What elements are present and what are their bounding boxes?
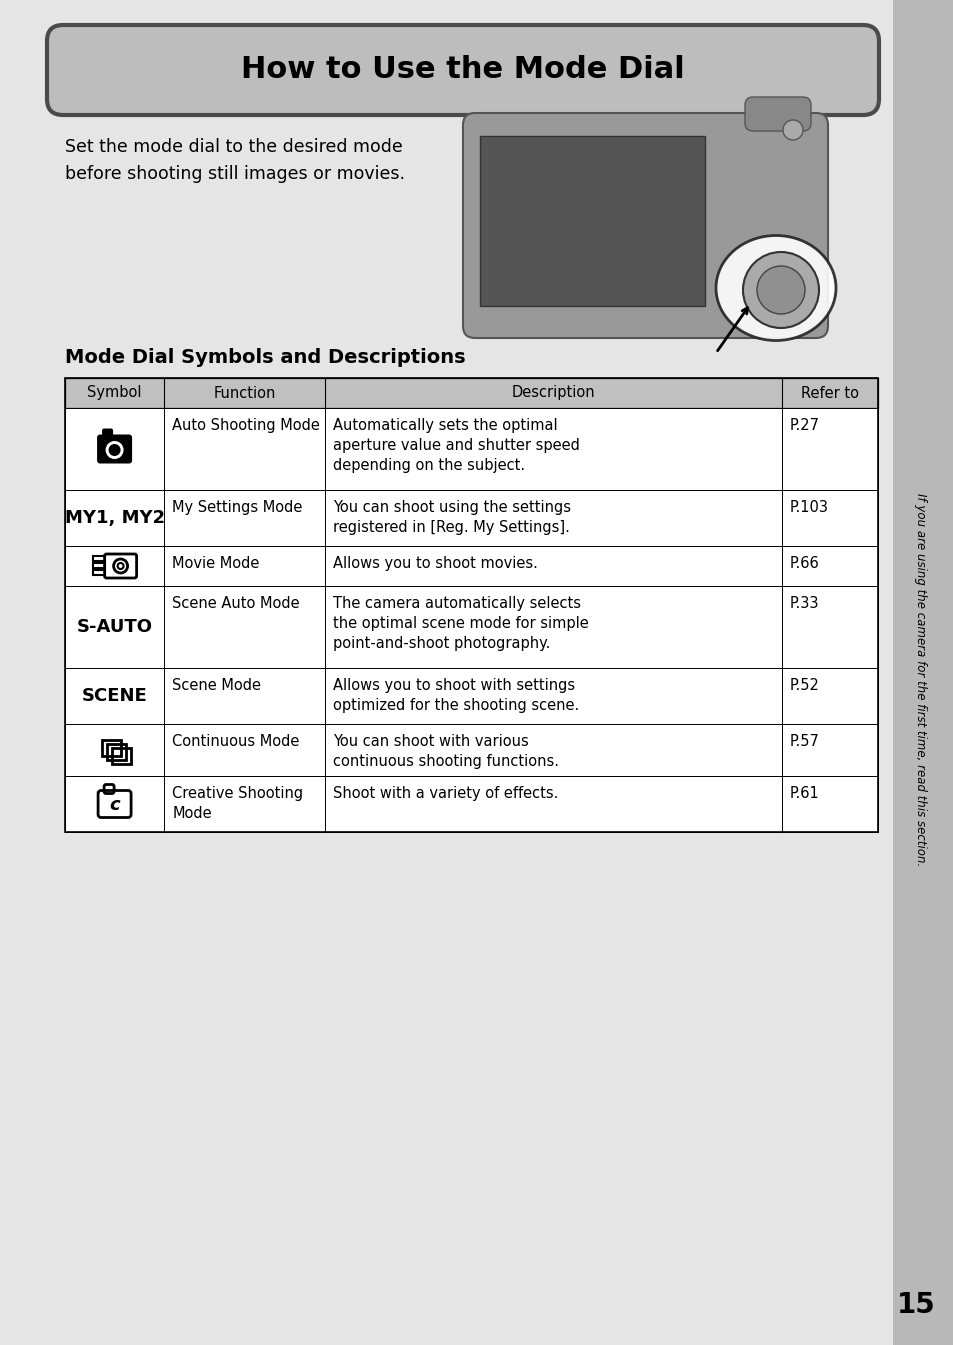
Text: Movie Mode: Movie Mode xyxy=(172,555,259,572)
Text: Refer to: Refer to xyxy=(801,386,858,401)
Circle shape xyxy=(757,266,804,313)
Bar xyxy=(112,748,131,764)
Text: Description: Description xyxy=(511,386,595,401)
Text: MY1, MY2: MY1, MY2 xyxy=(65,508,165,527)
Text: P.52: P.52 xyxy=(789,678,819,693)
Ellipse shape xyxy=(716,235,835,340)
FancyBboxPatch shape xyxy=(462,113,827,338)
Circle shape xyxy=(742,252,818,328)
Text: The camera automatically selects
the optimal scene mode for simple
point-and-sho: The camera automatically selects the opt… xyxy=(333,596,588,651)
Text: Symbol: Symbol xyxy=(88,386,142,401)
Text: Auto Shooting Mode: Auto Shooting Mode xyxy=(172,418,319,433)
Text: Set the mode dial to the desired mode: Set the mode dial to the desired mode xyxy=(65,139,402,156)
Text: P.57: P.57 xyxy=(789,734,819,749)
Bar xyxy=(65,586,877,668)
Bar xyxy=(65,490,877,546)
Text: Creative Shooting
Mode: Creative Shooting Mode xyxy=(172,785,303,820)
Text: 15: 15 xyxy=(896,1291,934,1319)
Bar xyxy=(65,546,877,586)
Circle shape xyxy=(782,120,802,140)
Bar xyxy=(92,564,105,568)
Text: If you are using the camera for the first time, read this section.: If you are using the camera for the firs… xyxy=(914,494,926,866)
Text: Allows you to shoot movies.: Allows you to shoot movies. xyxy=(333,555,537,572)
Circle shape xyxy=(109,444,120,456)
FancyBboxPatch shape xyxy=(102,429,113,437)
Bar xyxy=(892,0,953,1345)
Bar xyxy=(92,555,105,561)
Text: P.33: P.33 xyxy=(789,596,819,611)
Text: before shooting still images or movies.: before shooting still images or movies. xyxy=(65,165,405,183)
FancyBboxPatch shape xyxy=(744,97,810,130)
Bar xyxy=(107,744,126,760)
Text: P.66: P.66 xyxy=(789,555,819,572)
Text: My Settings Mode: My Settings Mode xyxy=(172,500,302,515)
Text: You can shoot using the settings
registered in [Reg. My Settings].: You can shoot using the settings registe… xyxy=(333,500,571,535)
Circle shape xyxy=(106,441,124,459)
Bar xyxy=(65,378,877,408)
Bar xyxy=(65,724,877,776)
Text: SCENE: SCENE xyxy=(82,687,148,705)
Bar xyxy=(65,408,877,490)
FancyBboxPatch shape xyxy=(47,26,878,116)
Bar xyxy=(65,668,877,724)
Bar xyxy=(479,136,704,307)
FancyBboxPatch shape xyxy=(97,434,132,464)
Text: P.61: P.61 xyxy=(789,785,819,802)
Bar xyxy=(101,740,120,756)
Text: P.103: P.103 xyxy=(789,500,828,515)
Bar xyxy=(65,776,877,833)
Text: Automatically sets the optimal
aperture value and shutter speed
depending on the: Automatically sets the optimal aperture … xyxy=(333,418,579,472)
Text: How to Use the Mode Dial: How to Use the Mode Dial xyxy=(241,55,684,85)
Bar xyxy=(65,378,877,833)
Text: Continuous Mode: Continuous Mode xyxy=(172,734,299,749)
Text: P.27: P.27 xyxy=(789,418,820,433)
Text: Scene Mode: Scene Mode xyxy=(172,678,261,693)
Text: Mode Dial Symbols and Descriptions: Mode Dial Symbols and Descriptions xyxy=(65,348,465,367)
Text: You can shoot with various
continuous shooting functions.: You can shoot with various continuous sh… xyxy=(333,734,558,769)
Text: Allows you to shoot with settings
optimized for the shooting scene.: Allows you to shoot with settings optimi… xyxy=(333,678,578,713)
Bar xyxy=(92,570,105,576)
Text: Shoot with a variety of effects.: Shoot with a variety of effects. xyxy=(333,785,558,802)
Text: Scene Auto Mode: Scene Auto Mode xyxy=(172,596,299,611)
Text: c: c xyxy=(110,796,120,814)
Text: Function: Function xyxy=(213,386,275,401)
Text: S-AUTO: S-AUTO xyxy=(76,617,152,636)
